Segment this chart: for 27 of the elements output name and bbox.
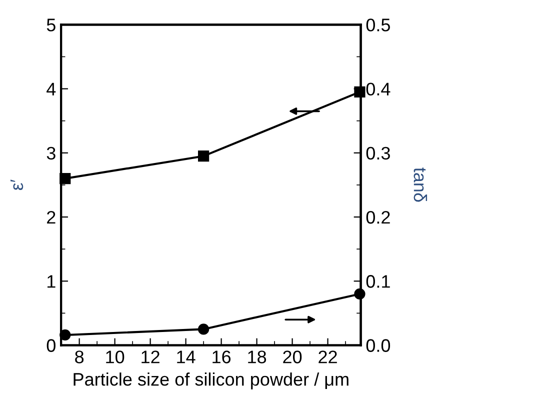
x-axis-title: Particle size of silicon powder / μm	[74, 372, 348, 390]
y2-tick-label: 0.4	[366, 82, 390, 96]
y-tick-label: 2	[47, 210, 56, 224]
y-tick-label: 1	[48, 275, 56, 288]
point	[198, 150, 210, 162]
y-tick-label: 5	[46, 18, 56, 32]
x-tick-label: 22	[318, 350, 337, 364]
y-axis-title: ε′	[10, 180, 24, 190]
point	[354, 288, 366, 300]
y-tick-label: 3	[46, 146, 56, 160]
y2-tick-label: 0.2	[366, 210, 390, 224]
point	[60, 329, 71, 341]
x-tick-label: 20	[283, 350, 302, 364]
point	[198, 324, 210, 335]
x-tick-label: 12	[142, 350, 160, 364]
y-tick-label: 0	[46, 339, 56, 352]
y2-tick-label: 0.3	[366, 146, 390, 160]
y2-axis-title: tanδ	[414, 168, 428, 202]
x-tick-label: 8	[75, 350, 84, 364]
x-tick-label: 16	[212, 350, 231, 364]
y-tick-label: 4	[46, 82, 56, 96]
x-tick-label: 14	[177, 350, 196, 364]
y2-tick-label: 0.5	[366, 18, 390, 32]
x-tick-label: 10	[106, 350, 124, 364]
x-tick-label: 18	[248, 350, 266, 364]
y2-tick-label: 0.0	[366, 339, 390, 352]
y2-tick-label: 0.1	[366, 275, 390, 288]
